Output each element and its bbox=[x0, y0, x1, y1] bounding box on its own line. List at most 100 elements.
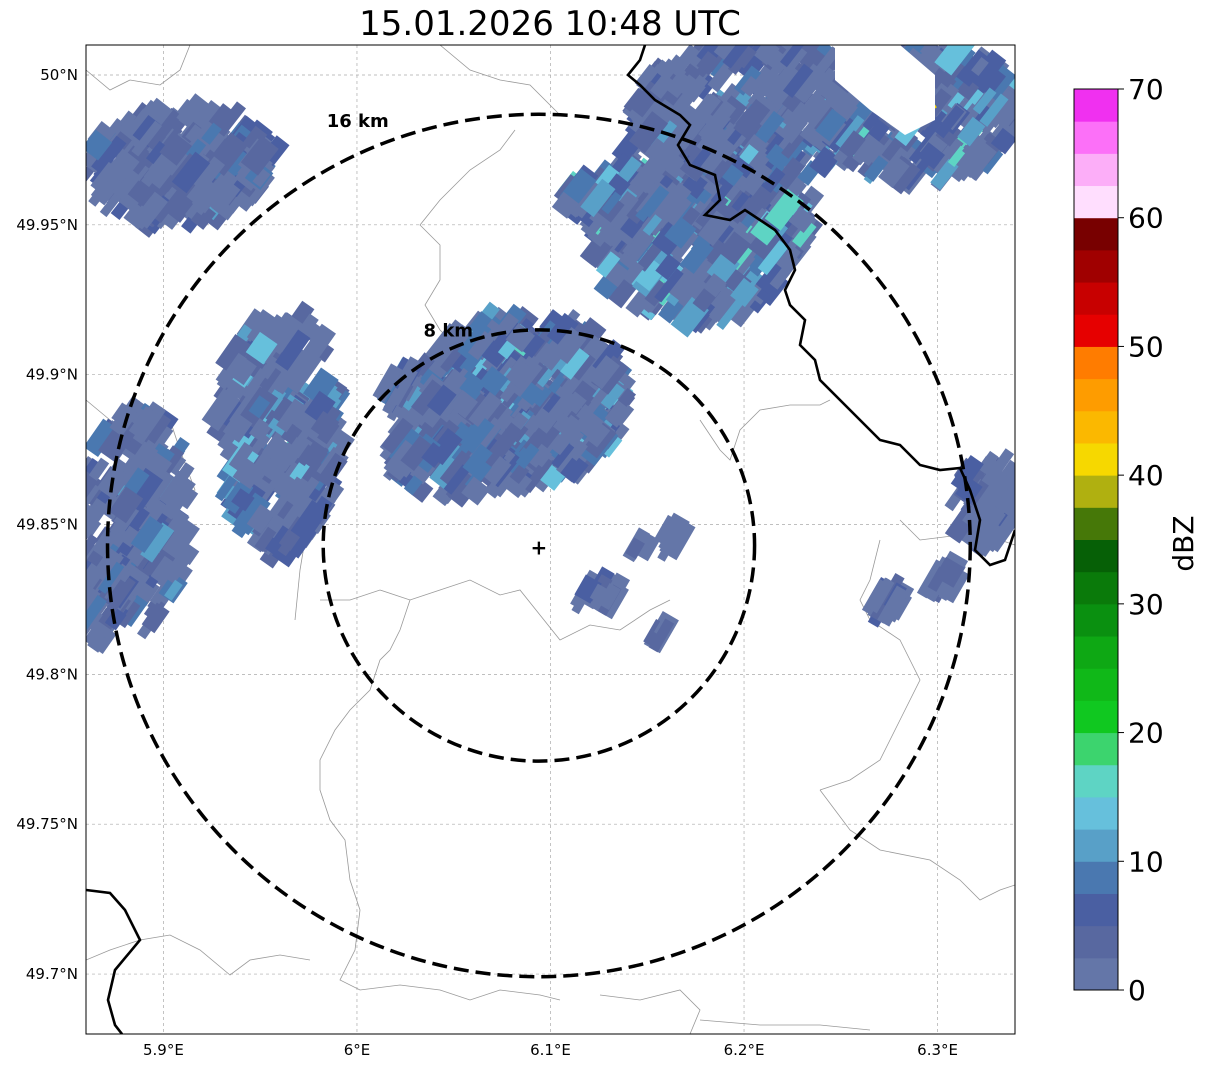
echo-cell bbox=[722, 45, 753, 69]
radar-site-marker: + bbox=[531, 535, 548, 559]
echo-cell bbox=[779, 97, 808, 129]
echo-cell bbox=[443, 464, 471, 495]
echo-cell bbox=[995, 481, 1015, 518]
country-border bbox=[86, 888, 142, 1034]
colorbar-tick-label: 0 bbox=[1128, 974, 1146, 1007]
echo-cell bbox=[934, 45, 976, 76]
echo-cell bbox=[792, 220, 817, 248]
echo-cell bbox=[162, 547, 195, 585]
echo-cell bbox=[467, 330, 495, 361]
echo-cell bbox=[572, 380, 599, 407]
echo-cell bbox=[126, 405, 162, 445]
echo-cell bbox=[268, 469, 297, 497]
echo-cell bbox=[483, 400, 508, 427]
echo-cell bbox=[109, 404, 138, 437]
echo-cell bbox=[282, 476, 312, 508]
echo-cell bbox=[654, 182, 692, 224]
echo-cell bbox=[86, 594, 107, 630]
echo-cell bbox=[534, 342, 564, 371]
echo-cell bbox=[411, 379, 445, 416]
echo-cell bbox=[718, 231, 751, 265]
echo-cell bbox=[201, 388, 241, 432]
echo-cell bbox=[462, 443, 493, 477]
echo-cell bbox=[703, 104, 733, 137]
echo-cell bbox=[740, 160, 773, 197]
echo-cell bbox=[625, 537, 645, 560]
echo-cell bbox=[528, 456, 554, 484]
echo-cell bbox=[488, 422, 524, 462]
district-border bbox=[419, 129, 516, 351]
district-border bbox=[819, 789, 1015, 901]
colorbar-segment bbox=[1074, 282, 1118, 315]
echo-cell bbox=[950, 454, 984, 493]
echo-cell bbox=[572, 353, 596, 381]
echo-cell bbox=[97, 561, 125, 594]
echo-cell bbox=[781, 45, 808, 74]
echo-cell bbox=[400, 435, 434, 472]
echo-cell bbox=[551, 327, 587, 365]
echo-cell bbox=[877, 585, 909, 627]
echo-cell bbox=[119, 525, 141, 548]
echo-cell bbox=[977, 450, 999, 475]
colorbar-segment bbox=[1074, 700, 1118, 734]
echo-cell bbox=[108, 486, 144, 524]
echo-cell bbox=[254, 526, 277, 552]
district-border bbox=[320, 579, 671, 641]
lon-tick-label: 5.9°E bbox=[143, 1041, 184, 1059]
echo-cell bbox=[702, 273, 727, 298]
echo-cell bbox=[439, 450, 471, 486]
echo-cell bbox=[86, 582, 101, 616]
echo-cell bbox=[747, 70, 780, 108]
echo-cell bbox=[983, 467, 1014, 499]
echo-cell bbox=[242, 125, 268, 152]
echo-cell bbox=[981, 462, 1003, 487]
lon-tick-label: 6.3°E bbox=[917, 1041, 958, 1059]
echo-cell bbox=[658, 296, 684, 324]
range-ring bbox=[105, 112, 972, 979]
colorbar-segment bbox=[1074, 829, 1118, 862]
lat-tick-label: 49.95°N bbox=[16, 216, 78, 234]
echo-cell bbox=[240, 135, 279, 176]
echo-cell bbox=[302, 367, 339, 406]
colorbar-segment bbox=[1074, 764, 1118, 798]
colorbar-segment bbox=[1074, 346, 1118, 380]
echo-cell bbox=[141, 602, 170, 634]
echo-cell bbox=[449, 389, 478, 419]
district-border bbox=[819, 539, 921, 791]
echo-cell bbox=[276, 398, 306, 433]
echo-cell bbox=[127, 179, 155, 207]
echo-cell bbox=[972, 87, 997, 115]
echo-cell bbox=[107, 577, 136, 614]
echo-cell bbox=[740, 75, 761, 97]
colorbar-segment bbox=[1074, 668, 1118, 701]
echo-cell bbox=[979, 93, 1009, 127]
district-border bbox=[599, 989, 701, 1034]
echo-cell bbox=[259, 366, 282, 392]
echo-cell bbox=[496, 312, 519, 337]
echo-cell bbox=[713, 45, 746, 62]
echo-cell bbox=[573, 408, 604, 439]
colorbar-segment bbox=[1074, 475, 1118, 508]
echo-cell bbox=[780, 45, 808, 68]
map-title: 15.01.2026 10:48 UTC bbox=[359, 4, 741, 44]
echo-cell bbox=[815, 108, 847, 142]
echo-cell bbox=[527, 407, 550, 433]
echo-cell bbox=[781, 129, 807, 159]
echo-cell bbox=[222, 412, 253, 443]
echo-cell bbox=[667, 524, 690, 553]
echo-cell bbox=[691, 147, 712, 169]
echo-cell bbox=[755, 261, 787, 295]
colorbar-segment bbox=[1074, 314, 1118, 347]
echo-cell bbox=[175, 93, 211, 131]
axes: 5.9°E 6°E 6.1°E 6.2°E 6.3°E 50°N 49.95°N 49.9°N… bbox=[16, 66, 958, 1059]
echo-cell bbox=[957, 147, 987, 178]
echo-cell bbox=[162, 517, 200, 561]
echo-cell bbox=[838, 130, 866, 159]
echo-cell bbox=[552, 413, 575, 436]
echo-cell bbox=[381, 417, 414, 454]
range-rings: 8 km 16 km + bbox=[105, 111, 972, 979]
echo-cell bbox=[853, 133, 885, 166]
echo-cell bbox=[107, 563, 130, 590]
echo-cell bbox=[587, 422, 611, 448]
echo-cell bbox=[653, 514, 681, 547]
